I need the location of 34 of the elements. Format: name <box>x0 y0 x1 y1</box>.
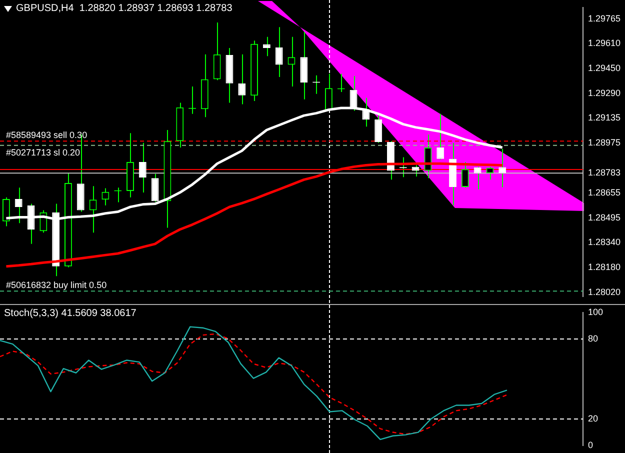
y-tick-label: 1.28495 <box>588 212 621 223</box>
y-tick-label: 1.28180 <box>588 262 621 272</box>
y-tick-label: 80 <box>588 334 598 344</box>
candlestick <box>324 73 332 112</box>
candlestick <box>374 115 382 144</box>
candlestick <box>436 113 444 160</box>
ref-line-label: #58589493 sell 0.30 <box>6 130 88 140</box>
chart-title: Stoch(5,3,3) 41.5609 38.0617 <box>4 308 136 319</box>
candlestick <box>238 54 246 105</box>
y-tick-label: 1.29290 <box>588 88 621 98</box>
y-tick-label: 1.28975 <box>588 137 621 148</box>
candlestick <box>275 26 283 78</box>
y-tick-label: 1.29450 <box>588 63 621 74</box>
candlestick <box>262 36 270 57</box>
y-tick-label: 1.28783 <box>588 168 621 178</box>
candlestick <box>213 22 221 81</box>
candlestick <box>151 173 159 202</box>
y-tick-label: 1.29765 <box>588 14 621 24</box>
candlestick <box>288 36 296 88</box>
y-tick-label: 0 <box>588 440 594 450</box>
y-tick-label: 100 <box>588 306 604 317</box>
y-tick-label: 1.29135 <box>588 112 621 122</box>
candlestick <box>474 166 482 190</box>
candlestick <box>138 142 146 194</box>
y-tick-label: 1.28655 <box>588 188 621 198</box>
y-tick-label: 20 <box>588 413 598 424</box>
ref-line-label: #50616832 buy limit 0.50 <box>6 280 107 290</box>
y-tick-label: 1.28340 <box>588 237 621 248</box>
candlestick <box>461 161 469 188</box>
y-tick-label: 1.28020 <box>588 287 621 298</box>
chart-title: GBPUSD,H4 1.28820 1.28937 1.28693 1.28783 <box>16 3 232 14</box>
ref-line-label: #50271713 sl 0.20 <box>6 147 80 158</box>
y-tick-label: 1.29610 <box>588 38 621 48</box>
candlestick <box>300 32 308 100</box>
